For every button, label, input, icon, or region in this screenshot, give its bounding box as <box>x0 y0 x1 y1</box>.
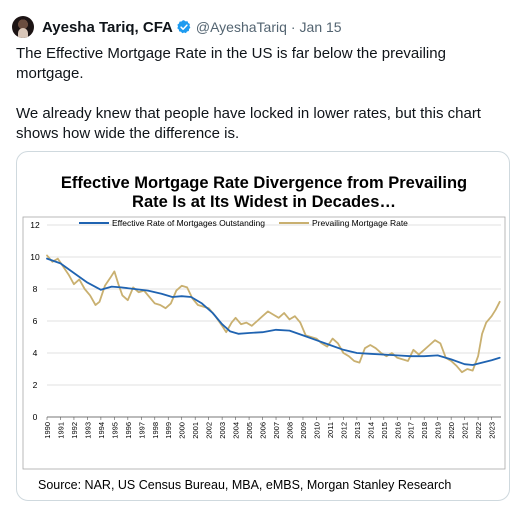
x-tick-label: 2009 <box>299 422 308 439</box>
tweet-date[interactable]: Jan 15 <box>299 19 342 35</box>
x-tick-label: 2012 <box>339 422 348 439</box>
x-tick-label: 2014 <box>366 422 375 439</box>
x-tick-label: 2011 <box>326 422 335 438</box>
x-tick-label: 1997 <box>137 422 146 439</box>
plot-frame <box>22 216 506 470</box>
y-tick-label: 10 <box>30 252 40 262</box>
x-tick-label: 2001 <box>191 422 200 439</box>
x-tick-label: 2016 <box>393 422 402 439</box>
mortgage-rate-chart: Effective Mortgage Rate Divergence from … <box>22 174 506 492</box>
chart-source: Source: NAR, US Census Bureau, MBA, eMBS… <box>38 478 451 492</box>
legend-label: Effective Rate of Mortgages Outstanding <box>112 218 265 228</box>
tweet-text: The Effective Mortgage Rate in the US is… <box>16 44 506 144</box>
separator-dot: · <box>290 19 296 35</box>
x-tick-label: 2018 <box>420 422 429 439</box>
x-tick-label: 2007 <box>272 422 281 439</box>
avatar[interactable] <box>12 16 34 38</box>
x-axis-ticks: 1990 1991 1992 1993 1994 1995 1996 1997 1998 1999… <box>43 417 497 439</box>
x-tick-label: 2006 <box>259 422 268 439</box>
x-tick-label: 1991 <box>56 422 65 439</box>
x-tick-label: 1994 <box>97 422 106 439</box>
x-tick-label: 1990 <box>43 422 52 439</box>
series-lines <box>46 254 501 374</box>
x-tick-label: 2015 <box>380 422 389 439</box>
chart-legend: Effective Rate of Mortgages Outstanding P… <box>79 218 408 228</box>
y-axis-ticks: 0 2 4 6 8 10 12 <box>30 220 40 422</box>
author-name[interactable]: Ayesha Tariq, CFA <box>42 18 173 36</box>
x-tick-label: 2022 <box>474 422 483 439</box>
chart-title-line-1: Effective Mortgage Rate Divergence from … <box>61 174 467 192</box>
x-tick-label: 2004 <box>232 422 241 439</box>
grid-lines <box>47 224 501 418</box>
x-tick-label: 2017 <box>407 422 416 439</box>
x-tick-label: 1999 <box>164 422 173 439</box>
x-tick-label: 1996 <box>124 422 133 439</box>
x-tick-label: 1993 <box>83 422 92 439</box>
series-line <box>46 257 501 366</box>
x-tick-label: 2000 <box>178 422 187 439</box>
y-tick-label: 12 <box>30 220 40 230</box>
series-line <box>46 254 501 374</box>
author-handle[interactable]: @AyeshaTariq <box>195 19 287 35</box>
x-tick-label: 1992 <box>70 422 79 439</box>
chart-title-line-2: Rate Is at Its Widest in Decades… <box>132 193 396 211</box>
tweet-paragraph: The Effective Mortgage Rate in the US is… <box>16 45 446 82</box>
y-tick-label: 2 <box>33 380 38 390</box>
x-tick-label: 1998 <box>151 422 160 439</box>
y-tick-label: 6 <box>33 316 38 326</box>
x-tick-label: 2002 <box>205 422 214 439</box>
x-tick-label: 2013 <box>353 422 362 439</box>
x-tick-label: 2020 <box>447 422 456 439</box>
y-tick-label: 8 <box>33 284 38 294</box>
x-tick-label: 1995 <box>110 422 119 439</box>
tweet-media-chart[interactable]: Effective Mortgage Rate Divergence from … <box>16 151 510 501</box>
x-tick-label: 2019 <box>434 422 443 439</box>
x-tick-label: 2023 <box>488 422 497 439</box>
verified-badge-icon <box>177 20 191 34</box>
tweet-paragraph: We already knew that people have locked … <box>16 105 481 142</box>
x-tick-label: 2010 <box>312 422 321 439</box>
x-tick-label: 2021 <box>461 422 470 439</box>
legend-label: Prevailing Mortgage Rate <box>312 218 408 228</box>
x-tick-label: 2005 <box>245 422 254 439</box>
y-tick-label: 4 <box>33 348 38 358</box>
y-tick-label: 0 <box>33 412 38 422</box>
x-tick-label: 2008 <box>285 422 294 439</box>
tweet-header: Ayesha Tariq, CFA @AyeshaTariq · Jan 15 <box>12 12 342 42</box>
x-tick-label: 2003 <box>218 422 227 439</box>
